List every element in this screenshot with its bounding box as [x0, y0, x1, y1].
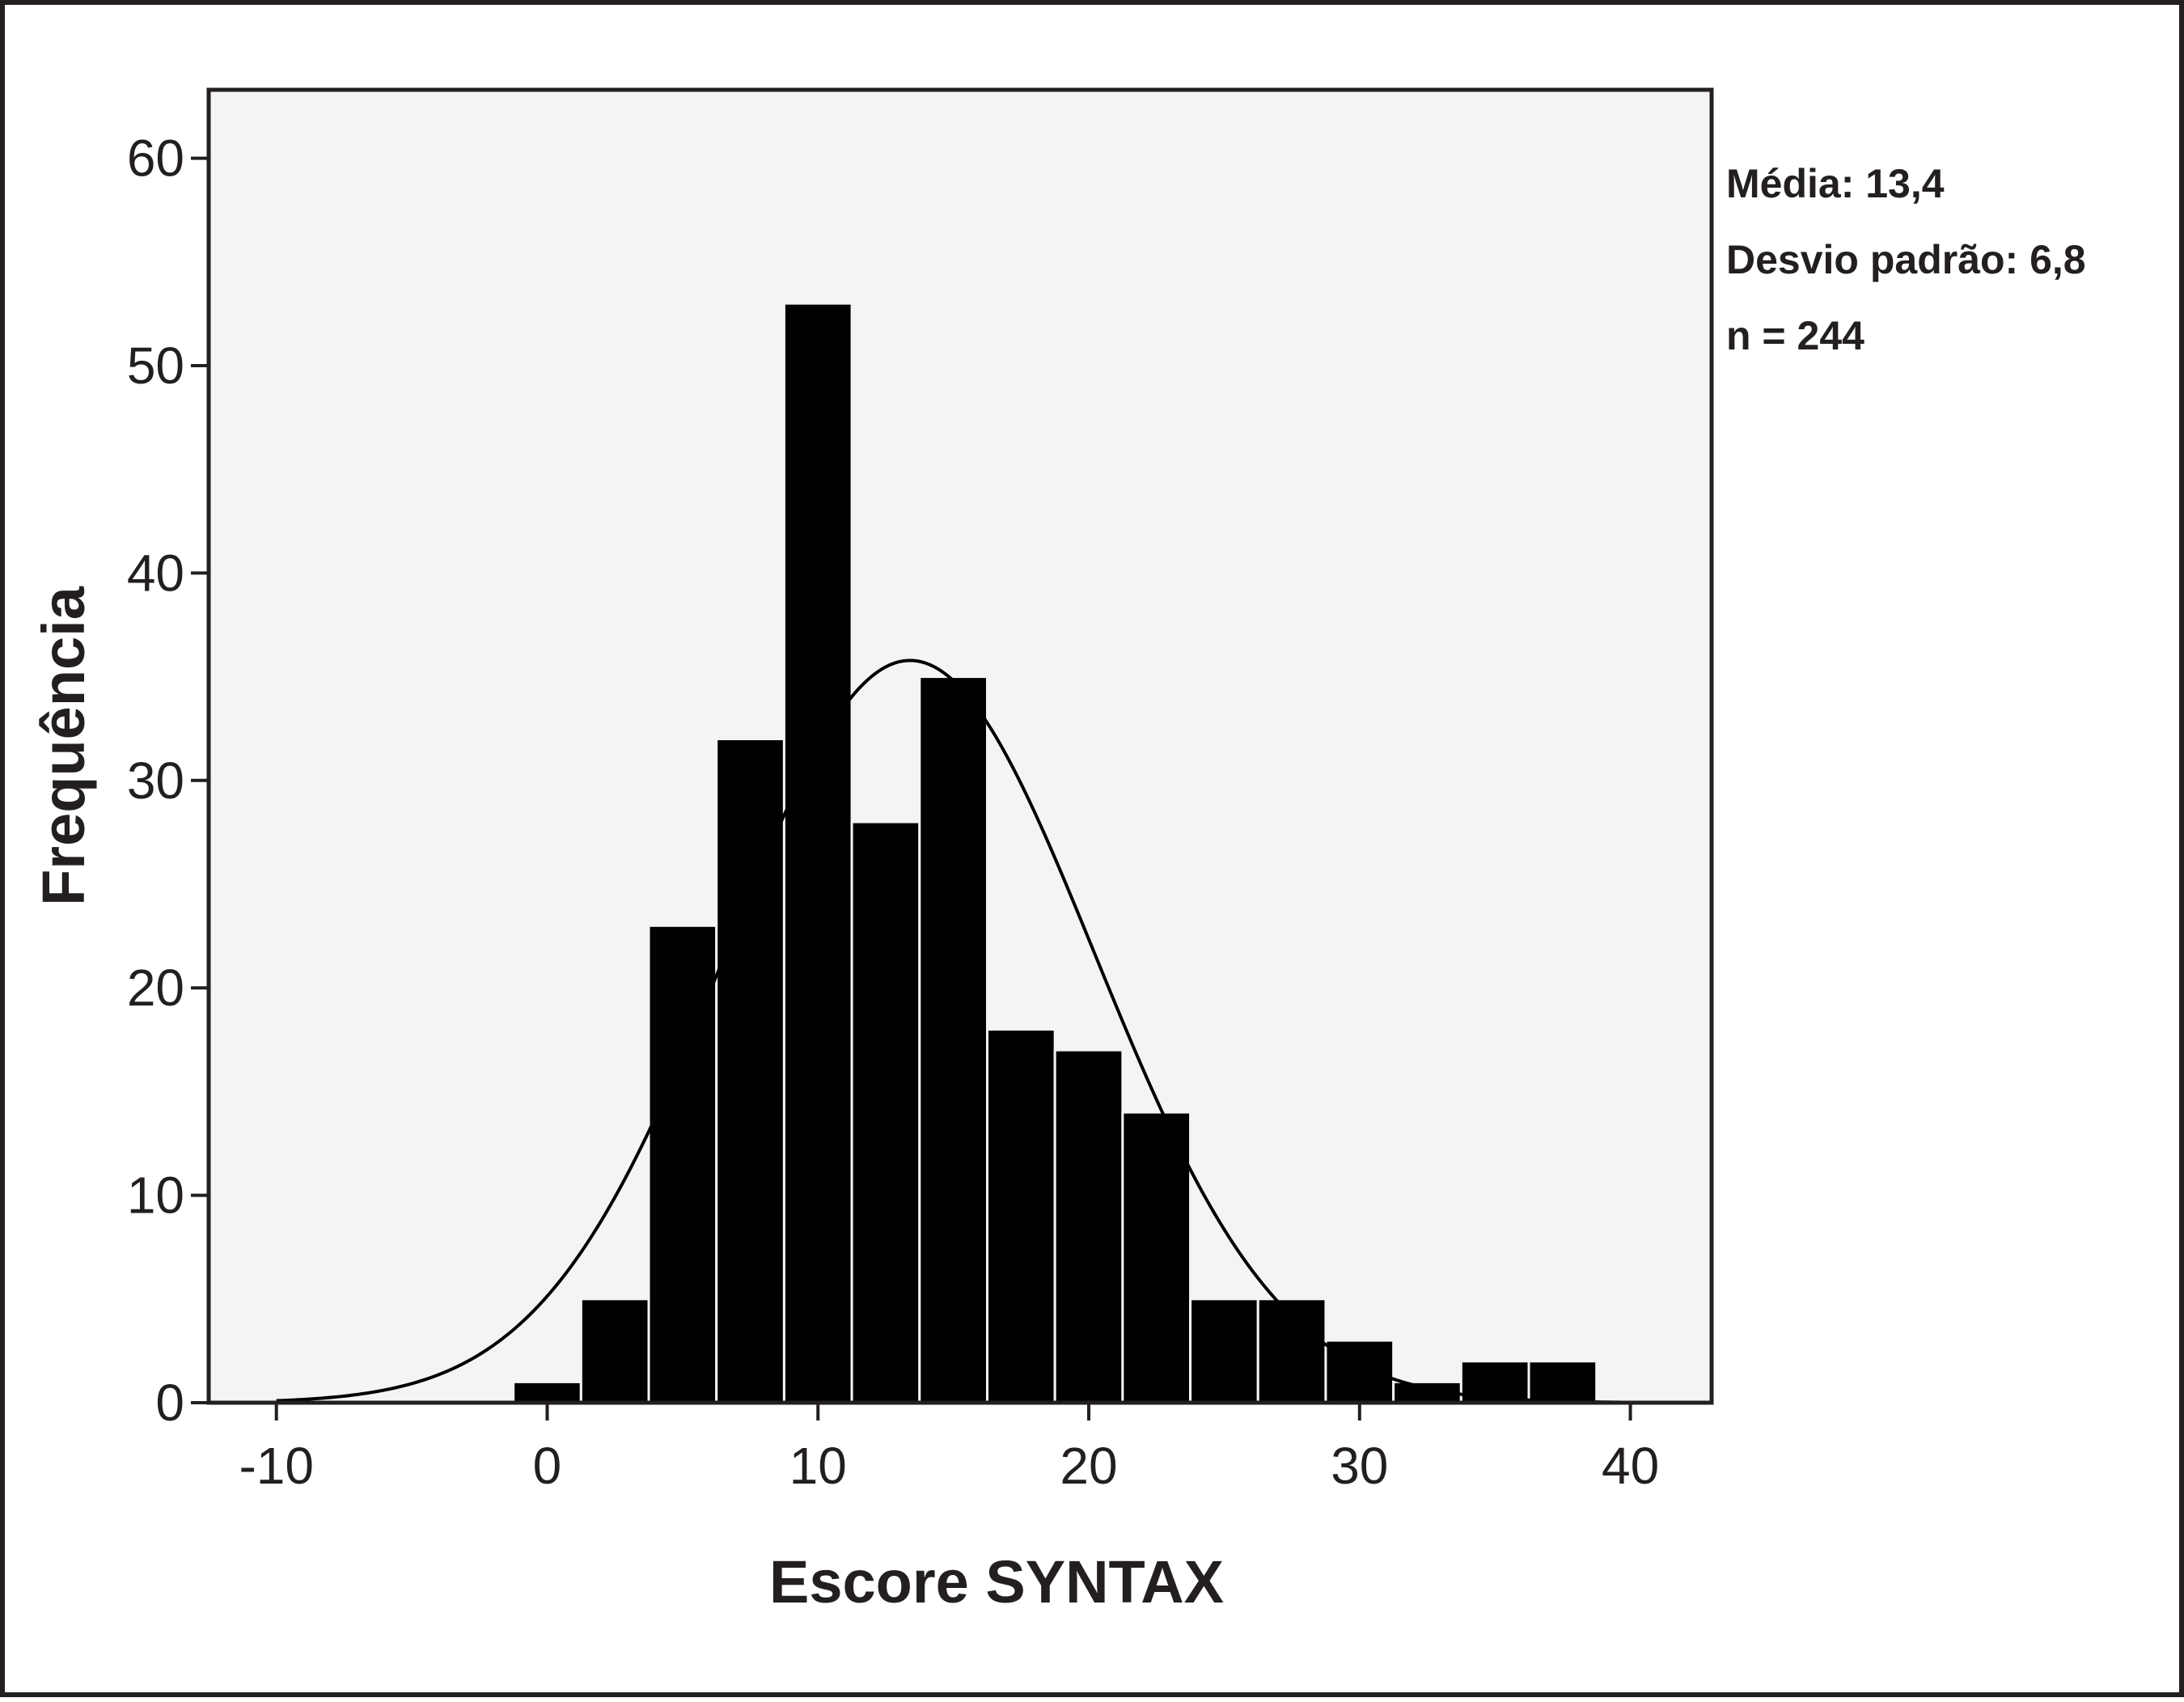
histogram-bar — [512, 1380, 582, 1404]
stat-sd: Desvio padrão: 6,8 — [1726, 237, 2086, 282]
x-tick-label: 20 — [1060, 1437, 1117, 1495]
plot-border — [206, 87, 1714, 1405]
x-axis-title: Escore SYNTAX — [769, 1548, 1224, 1615]
normal-curve — [276, 658, 1631, 1404]
histogram-bar — [579, 1298, 650, 1404]
histogram-bar — [918, 675, 988, 1404]
x-tick-label: 10 — [789, 1437, 847, 1495]
histogram-bar — [1053, 1048, 1124, 1404]
y-tick-label: 20 — [127, 959, 184, 1017]
histogram-chart: 0 10 20 30 40 50 60 -10 0 10 20 30 40 Frequência Es… — [30, 87, 2086, 1615]
y-tick-label: 60 — [127, 129, 184, 188]
x-tick-label: 30 — [1331, 1437, 1388, 1495]
histogram-bar — [1527, 1360, 1598, 1404]
y-tick-label: 0 — [155, 1374, 184, 1432]
y-tick-label: 50 — [127, 337, 184, 395]
x-tick-label: -10 — [239, 1437, 314, 1495]
y-tick-label: 10 — [127, 1166, 184, 1225]
histogram-bar — [782, 302, 853, 1404]
x-axis: -10 0 10 20 30 40 — [239, 1403, 1659, 1495]
y-axis: 0 10 20 30 40 50 60 — [127, 129, 209, 1432]
y-axis-title: Frequência — [30, 586, 97, 906]
histogram-bar — [850, 820, 921, 1404]
histogram-bar — [1324, 1339, 1395, 1404]
y-tick-label: 40 — [127, 544, 184, 602]
histogram-bar — [1189, 1298, 1259, 1404]
x-tick-label: 40 — [1602, 1437, 1659, 1495]
histogram-bar — [985, 1027, 1056, 1404]
stat-mean: Média: 13,4 — [1726, 161, 1945, 206]
y-tick-label: 30 — [127, 752, 184, 810]
stat-n: n = 244 — [1726, 313, 1864, 358]
x-tick-label: 0 — [533, 1437, 562, 1495]
histogram-bar — [1121, 1111, 1192, 1404]
